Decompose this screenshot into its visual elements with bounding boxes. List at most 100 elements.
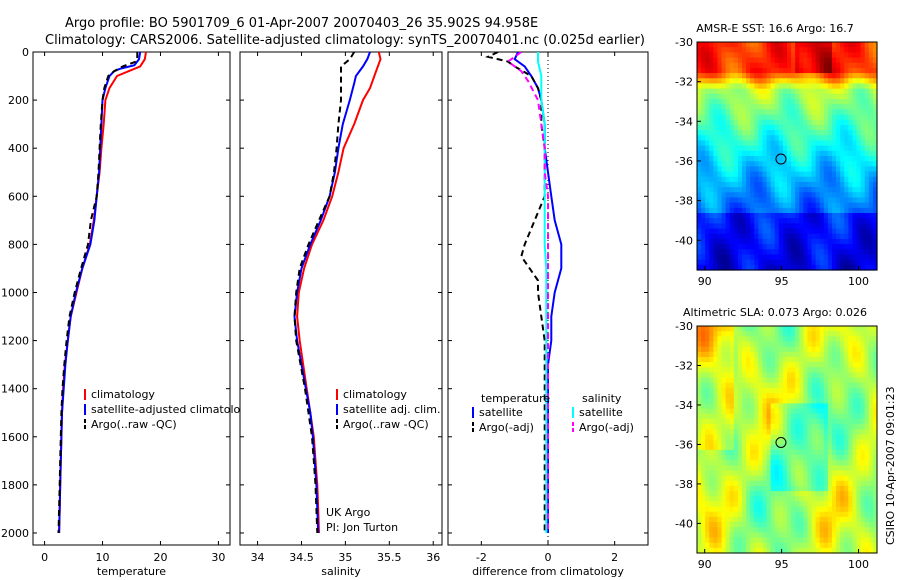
heatmap-cell xyxy=(758,413,764,420)
heatmap-cell xyxy=(721,506,727,513)
heatmap-cell xyxy=(713,161,719,167)
heatmap-cell xyxy=(733,465,739,472)
heatmap-cell xyxy=(868,372,874,379)
heatmap-cell xyxy=(840,527,845,533)
heatmap-cell xyxy=(746,537,751,544)
heatmap-cell xyxy=(827,341,833,348)
heatmap-cell xyxy=(762,57,768,64)
heatmap-cell xyxy=(827,491,833,497)
heatmap-cell xyxy=(844,501,849,508)
heatmap-cell xyxy=(872,114,878,121)
heatmap-cell xyxy=(762,537,768,544)
heatmap-cell xyxy=(697,367,702,374)
heatmap-cell xyxy=(721,233,727,240)
heatmap-cell xyxy=(840,67,845,74)
heatmap-cell xyxy=(733,382,739,389)
heatmap-cell xyxy=(860,511,866,518)
heatmap-cell xyxy=(762,67,768,74)
heatmap-cell xyxy=(827,130,833,136)
heatmap-cell xyxy=(713,413,719,420)
heatmap-cell xyxy=(823,356,829,363)
heatmap-cell xyxy=(766,408,772,415)
heatmap-cell xyxy=(758,114,764,121)
heatmap-cell xyxy=(840,367,845,374)
heatmap-cell xyxy=(750,88,755,95)
heatmap-cell xyxy=(864,156,870,162)
heatmap-cell xyxy=(795,336,800,343)
heatmap-cell xyxy=(742,130,747,136)
heatmap-cell xyxy=(823,362,829,368)
heatmap-cell xyxy=(872,187,878,193)
heatmap-cell xyxy=(742,145,747,152)
heatmap-cell xyxy=(823,511,829,518)
series-line-salinity-argo-adj- xyxy=(506,52,549,533)
heatmap-cell xyxy=(729,393,735,399)
heatmap-cell xyxy=(754,362,759,368)
heatmap-cell xyxy=(754,408,759,415)
heatmap-cell xyxy=(832,249,837,256)
heatmap-cell xyxy=(864,387,870,394)
heatmap-cell xyxy=(762,119,768,126)
heatmap-cell xyxy=(782,47,788,53)
heatmap-cell xyxy=(746,213,751,219)
heatmap-cell xyxy=(701,527,706,533)
heatmap-cell xyxy=(766,356,772,363)
heatmap-cell xyxy=(795,449,800,456)
heatmap-cell xyxy=(787,506,792,513)
heatmap-cell xyxy=(815,176,821,183)
heatmap-cell xyxy=(840,42,845,48)
heatmap-cell xyxy=(840,213,845,219)
heatmap-cell xyxy=(770,119,776,126)
heatmap-cell xyxy=(778,124,784,131)
heatmap-cell xyxy=(754,78,759,85)
heatmap-cell xyxy=(803,181,809,188)
heatmap-cell xyxy=(774,244,780,250)
heatmap-cell xyxy=(774,150,780,157)
heatmap-cell xyxy=(815,429,821,435)
heatmap-cell xyxy=(729,83,735,90)
heatmap-cell xyxy=(827,124,833,131)
heatmap-cell xyxy=(717,99,723,105)
heatmap-cell xyxy=(811,223,817,230)
heatmap-cell xyxy=(872,403,878,410)
heatmap-cell xyxy=(742,454,747,461)
heatmap-cell xyxy=(787,372,792,379)
heatmap-cell xyxy=(787,161,792,167)
y-tick-label: -36 xyxy=(675,438,693,451)
heatmap-cell xyxy=(815,382,821,389)
heatmap-cell xyxy=(754,336,759,343)
heatmap-cell xyxy=(701,259,706,266)
heatmap-cell xyxy=(811,238,817,245)
heatmap-cell xyxy=(791,382,796,389)
heatmap-cell xyxy=(754,145,759,152)
heatmap-cell xyxy=(737,501,743,508)
heatmap-cell xyxy=(733,192,739,199)
heatmap-cell xyxy=(832,542,837,549)
heatmap-cell xyxy=(848,413,854,420)
heatmap-cell xyxy=(795,88,800,95)
heatmap-cell xyxy=(832,331,837,337)
heatmap-cell xyxy=(758,124,764,131)
heatmap-cell xyxy=(705,382,710,389)
heatmap-cell xyxy=(840,171,845,178)
heatmap-cell xyxy=(852,449,858,456)
heatmap-cell xyxy=(725,382,731,389)
heatmap-cell xyxy=(819,454,825,461)
heatmap-cell xyxy=(803,413,809,420)
heatmap-cell xyxy=(721,460,727,466)
heatmap-cell xyxy=(819,88,825,95)
heatmap-cell xyxy=(823,93,829,100)
heatmap-cell xyxy=(762,532,768,539)
heatmap-cell xyxy=(697,93,702,100)
heatmap-cell xyxy=(832,254,837,261)
heatmap-cell xyxy=(766,424,772,430)
heatmap-cell xyxy=(819,42,825,48)
heatmap-cell xyxy=(832,346,837,353)
heatmap-cell xyxy=(860,522,866,528)
heatmap-cell xyxy=(770,176,776,183)
heatmap-cell xyxy=(787,398,792,404)
y-tick-label: 1000 xyxy=(1,286,29,299)
heatmap-cell xyxy=(840,78,845,85)
heatmap-cell xyxy=(729,228,735,235)
heatmap-cell xyxy=(697,356,702,363)
